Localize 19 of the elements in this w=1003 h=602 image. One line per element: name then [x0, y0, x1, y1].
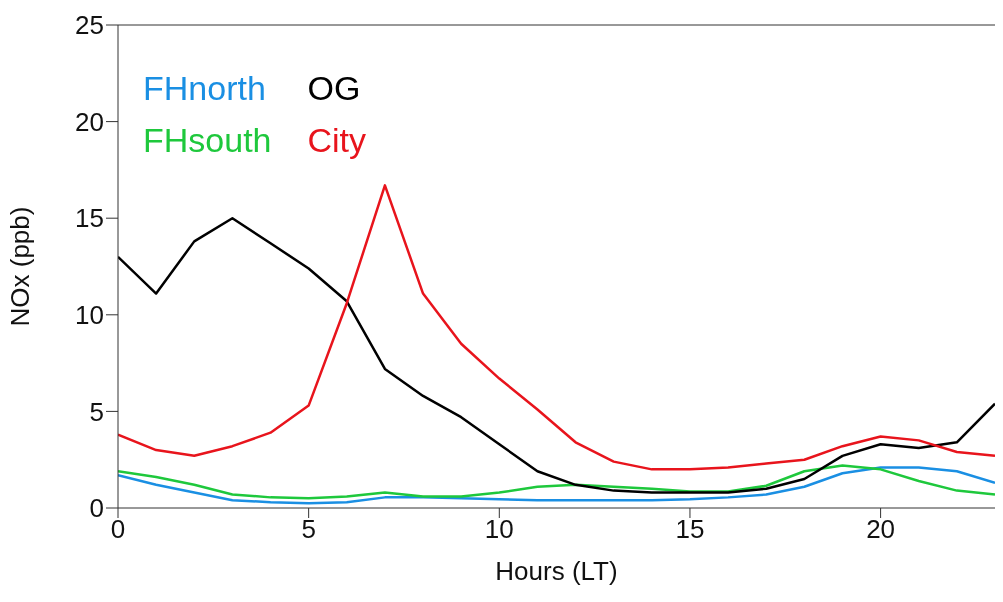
y-tick-label: 10 [75, 300, 104, 331]
text: FHsouth [143, 120, 272, 161]
y-tick-label: 20 [75, 106, 104, 137]
y-axis-title: NOx (ppb) [5, 206, 36, 327]
series-label: City [307, 120, 367, 161]
text: FHnorth [143, 68, 267, 109]
line-series [118, 216, 995, 494]
y-tick-label: 5 [89, 396, 104, 427]
x-tick-label: 10 [484, 514, 514, 545]
x-axis-title: Hours (LT) [495, 556, 618, 586]
x-tick-label: 20 [866, 514, 896, 545]
x-tick-label: 5 [301, 514, 316, 545]
x-tick-label: 15 [675, 514, 705, 545]
text: OG [307, 68, 362, 109]
y-tick-label: 0 [89, 493, 104, 524]
x-tick-label: 0 [110, 514, 126, 545]
y-tick-label: 25 [75, 10, 104, 41]
line-series [118, 184, 995, 471]
y-tick-label: 15 [75, 203, 104, 234]
